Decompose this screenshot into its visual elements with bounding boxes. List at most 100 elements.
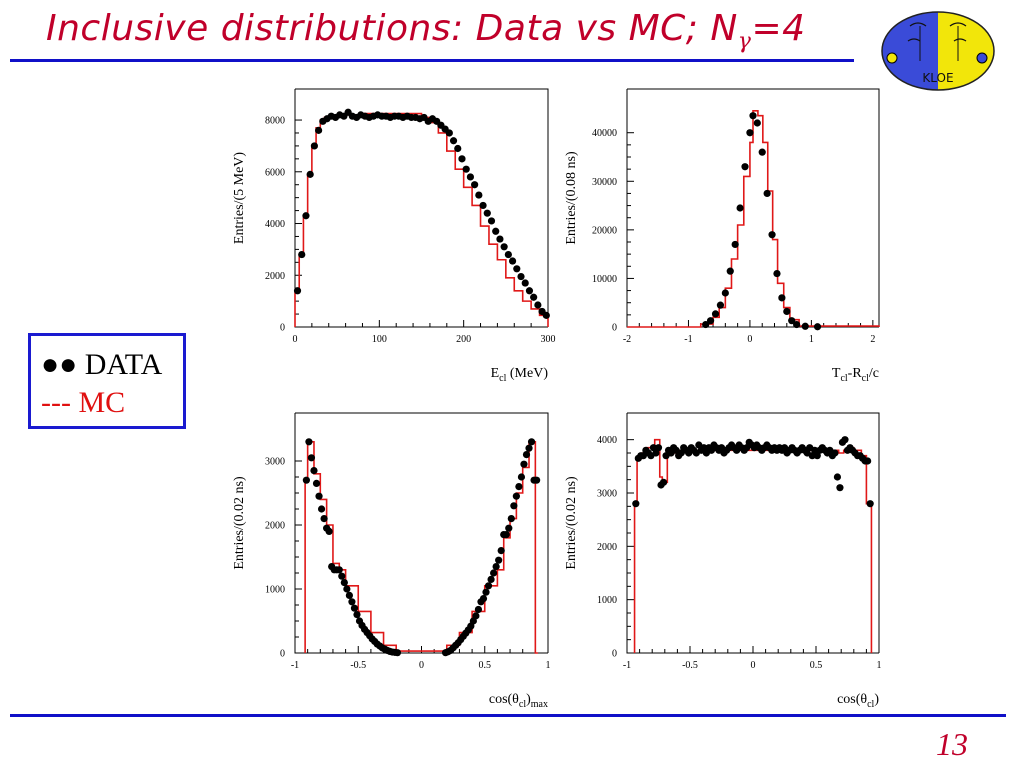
legend-data: ●● DATA [41, 348, 163, 381]
x-tick-label: -0.5 [682, 660, 698, 671]
x-tick-label: -1 [623, 660, 631, 671]
x-axis-title-part: ) [874, 692, 879, 707]
mc-histogram-line [627, 110, 880, 328]
y-axis-title: Entries/(5 MeV) [232, 152, 247, 244]
axis-frame-top [627, 88, 880, 327]
data-point [500, 243, 508, 251]
data-point [706, 317, 715, 325]
y-tick-label: 2000 [265, 521, 285, 532]
data-point [325, 527, 333, 536]
data-point [515, 483, 523, 491]
x-tick-label: 2 [870, 334, 875, 345]
data-point [813, 452, 821, 460]
data-point [866, 500, 874, 508]
data-point [801, 322, 809, 330]
data-point [350, 604, 359, 612]
x-tick-label: 100 [372, 334, 387, 345]
footer-rule [10, 714, 1006, 717]
data-point [293, 287, 302, 295]
data-point [487, 217, 496, 225]
mc-histogram-line [294, 112, 549, 327]
axis-frame-top [295, 88, 549, 327]
data-point [716, 301, 725, 309]
data-point [833, 473, 842, 481]
data-point [483, 209, 491, 217]
data-point [700, 444, 708, 452]
data-point [510, 502, 518, 510]
data-point [808, 452, 816, 460]
data-point [783, 307, 791, 316]
data-point [525, 287, 534, 295]
slide-title: Inclusive distributions: Data vs MC; Nγ=… [46, 8, 806, 54]
plot-cos-max: 0 1000 2000 3000 -1 -0.5 0 0.5 1 Entries/(0.02 ns… [232, 412, 551, 710]
x-axis-title-part: ) [526, 692, 531, 707]
title-main: Inclusive distributions: Data vs MC; N [46, 8, 738, 49]
x-tick-label: 0 [747, 334, 752, 345]
x-axis-title-part: (MeV) [506, 366, 548, 381]
data-point [542, 311, 550, 319]
mc-histogram-line [633, 438, 873, 653]
x-tick-label: 1 [809, 334, 814, 345]
y-axis-title: Entries/(0.02 ns) [232, 476, 247, 570]
y-tick-label: 4000 [597, 435, 617, 446]
y-tick-label: 40000 [592, 128, 617, 139]
data-point [302, 212, 310, 220]
data-point [652, 449, 660, 457]
x-tick-label: 0.5 [479, 660, 492, 671]
data-point [527, 438, 536, 446]
x-tick-label: 1 [546, 660, 551, 671]
y-tick-label: 0 [612, 323, 617, 334]
data-point [525, 444, 533, 452]
y-axis-title: Entries/(0.08 ns) [564, 151, 579, 245]
data-point [758, 148, 766, 156]
data-point [813, 323, 822, 331]
data-point [490, 569, 498, 577]
data-point [831, 449, 839, 457]
data-point [492, 227, 500, 235]
data-point [841, 436, 849, 444]
x-tick-label: -1 [291, 660, 299, 671]
data-point [479, 201, 487, 210]
data-point [315, 126, 323, 134]
data-point [487, 575, 495, 584]
data-point [731, 240, 739, 249]
y-tick-label: 20000 [592, 225, 617, 236]
data-point [466, 173, 475, 181]
data-point [306, 170, 314, 178]
data-point [492, 563, 500, 571]
x-axis-title-part: T [832, 366, 841, 381]
x-tick-label: 0 [293, 334, 298, 345]
x-axis-title-part: cos(θ [837, 692, 867, 707]
x-tick-label: 0.5 [810, 660, 823, 671]
data-point [475, 191, 483, 199]
data-point [479, 595, 488, 603]
data-point [449, 137, 458, 145]
y-tick-label: 8000 [265, 116, 285, 127]
data-point [471, 181, 479, 189]
x-axis-title-sub: max [531, 699, 548, 710]
kloe-logo-icon: KLOE [881, 11, 995, 91]
data-point [507, 515, 515, 523]
data-point [836, 484, 844, 492]
data-point [864, 457, 872, 465]
data-point [736, 204, 744, 212]
data-point [502, 531, 510, 539]
y-axis-title: Entries/(0.02 ns) [564, 476, 579, 570]
data-point [496, 235, 504, 243]
data-point [454, 144, 462, 153]
data-point [315, 492, 323, 500]
data-point [753, 119, 761, 127]
y-tick-label: 2000 [597, 542, 617, 553]
data-point [504, 250, 512, 259]
data-point [649, 444, 658, 452]
logo-text: KLOE [922, 71, 953, 85]
data-point [462, 165, 470, 173]
data-point [513, 265, 521, 273]
mc-histogram-line [304, 441, 538, 654]
y-tick-label: 3000 [597, 489, 617, 500]
data-point [721, 289, 729, 297]
plot-energy: 0 2000 4000 6000 8000 0 100 200 300 Entries/(5 Me… [232, 88, 556, 384]
y-tick-label: 0 [280, 649, 285, 660]
data-point [788, 317, 796, 325]
